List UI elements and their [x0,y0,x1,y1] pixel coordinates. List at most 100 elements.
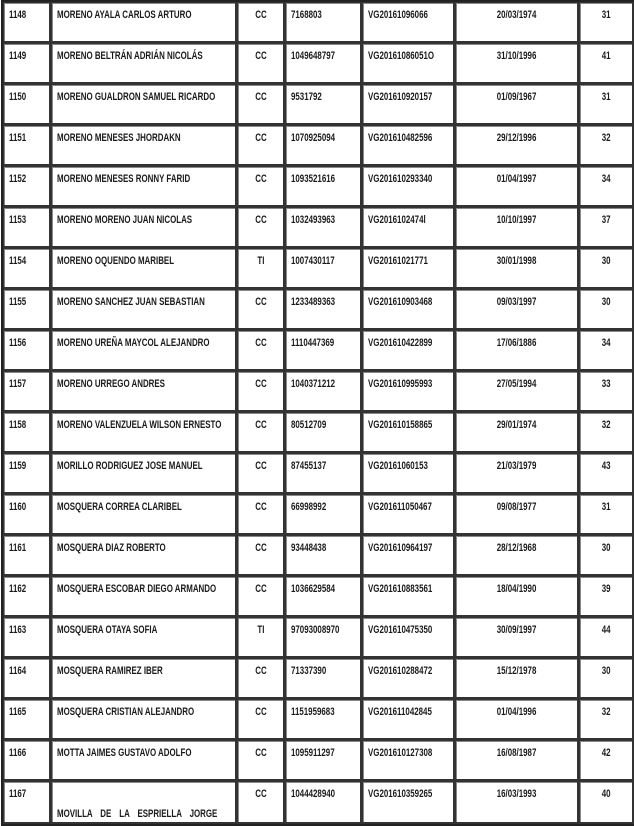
doc-type: CC [255,50,267,62]
doc-type: CC [255,132,267,144]
table-row: 1158 MORENO VALENZUELA WILSON ERNESTO CC… [3,412,634,453]
doc-number: 66998992 [291,501,327,513]
age-cell: 34 [579,330,634,371]
age: 43 [602,460,611,472]
age: 41 [602,50,611,62]
code: VG201610422899 [368,337,433,349]
doc-number: 1032493963 [291,214,336,226]
doc-number-cell: 1233489363 [285,289,362,330]
row-number: 1158 [9,419,27,431]
birth-date-cell: 16/03/1993 [455,781,579,824]
age-cell: 32 [579,699,634,740]
code: VG20161086051O [368,50,435,62]
row-number-cell: 1166 [3,740,51,781]
age-cell: 37 [579,207,634,248]
doc-type: CC [255,501,267,513]
row-number-cell: 1157 [3,371,51,412]
full-name: MORENO BELTRÁN ADRIÁN NICOLÁS [57,50,203,62]
table-row: 1164 MOSQUERA RAMIREZ IBER CC 71337390 V… [3,658,634,699]
full-name-cell: MORENO VALENZUELA WILSON ERNESTO [51,412,237,453]
birth-date-cell: 30/01/1998 [455,248,579,289]
code-cell: VG201610920157 [362,84,455,125]
birth-date-cell: 31/10/1996 [455,43,579,84]
row-number-cell: 1153 [3,207,51,248]
birth-date-cell: 29/12/1996 [455,125,579,166]
doc-type: CC [255,296,267,308]
code: VG20161021771 [368,255,428,267]
doc-type-cell: CC [237,453,285,494]
row-number: 1149 [9,50,27,62]
code-cell: VG201610964197 [362,535,455,576]
age: 31 [602,501,611,513]
code-cell: VG20161060153 [362,453,455,494]
full-name-cell: MORENO MORENO JUAN NICOLAS [51,207,237,248]
age: 30 [602,296,611,308]
birth-date-cell: 17/06/1886 [455,330,579,371]
doc-type-cell: CC [237,494,285,535]
full-name-cell: MOSQUERA CORREA CLARIBEL [51,494,237,535]
table-row: 1167 MOVILLA DE LA ESPRIELLA JORGE CC 10… [3,781,634,824]
doc-number-cell: 9531792 [285,84,362,125]
age-cell: 40 [579,781,634,824]
doc-number-cell: 1044428940 [285,781,362,824]
doc-type-cell: CC [237,207,285,248]
age: 44 [602,624,611,636]
doc-number-cell: 97093008970 [285,617,362,658]
birth-date-cell: 09/03/1997 [455,289,579,330]
full-name-cell: MORENO AYALA CARLOS ARTURO [51,2,237,43]
doc-type-cell: CC [237,412,285,453]
code-cell: VG201610359265 [362,781,455,824]
full-name-cell: MORENO SANCHEZ JUAN SEBASTIAN [51,289,237,330]
row-number-cell: 1164 [3,658,51,699]
birth-date-cell: 20/03/1974 [455,2,579,43]
birth-date: 30/01/1998 [497,255,537,267]
birth-date: 29/12/1996 [497,132,537,144]
code: VG201610903468 [368,296,433,308]
doc-number-cell: 1095911297 [285,740,362,781]
table-row: 1159 MORILLO RODRIGUEZ JOSE MANUEL CC 87… [3,453,634,494]
full-name-cell: MOSQUERA OTAYA SOFIA [51,617,237,658]
birth-date-cell: 01/04/1997 [455,166,579,207]
birth-date-cell: 10/10/1997 [455,207,579,248]
birth-date-cell: 21/03/1979 [455,453,579,494]
row-number-cell: 1159 [3,453,51,494]
code: VG201610288472 [368,665,433,677]
age-cell: 41 [579,43,634,84]
birth-date-cell: 15/12/1978 [455,658,579,699]
code-cell: VG201610995993 [362,371,455,412]
table-row: 1162 MOSQUERA ESCOBAR DIEGO ARMANDO CC 1… [3,576,634,617]
doc-type-cell: CC [237,84,285,125]
code: VG201610158865 [368,419,433,431]
code: VG201610127308 [368,747,433,759]
age: 37 [602,214,611,226]
doc-number-cell: 1032493963 [285,207,362,248]
doc-type: CC [255,419,267,431]
full-name: MORENO UREÑA MAYCOL ALEJANDRO [57,337,210,349]
doc-type-cell: CC [237,576,285,617]
birth-date-cell: 28/12/1968 [455,535,579,576]
code: VG201610293340 [368,173,433,185]
full-name: MOVILLA DE LA ESPRIELLA JORGE [57,808,218,820]
doc-number-cell: 80512709 [285,412,362,453]
full-name: MOSQUERA OTAYA SOFIA [57,624,158,636]
birth-date: 15/12/1978 [497,665,537,677]
doc-type: CC [255,788,267,800]
full-name: MORENO MENESES RONNY FARID [57,173,191,185]
doc-type-cell: CC [237,125,285,166]
code-cell: VG20161096066 [362,2,455,43]
age: 31 [602,91,611,103]
age: 30 [602,542,611,554]
table-row: 1152 MORENO MENESES RONNY FARID CC 10935… [3,166,634,207]
doc-number: 1044428940 [291,788,336,800]
doc-number: 1049648797 [291,50,336,62]
full-name: MORENO VALENZUELA WILSON ERNESTO [57,419,222,431]
doc-number-cell: 7168803 [285,2,362,43]
row-number: 1148 [9,9,27,21]
doc-number-cell: 1070925094 [285,125,362,166]
table-row: 1160 MOSQUERA CORREA CLARIBEL CC 6699899… [3,494,634,535]
birth-date: 16/08/1987 [497,747,537,759]
row-number: 1167 [9,788,27,800]
doc-number: 1070925094 [291,132,336,144]
age-cell: 30 [579,535,634,576]
row-number-cell: 1154 [3,248,51,289]
